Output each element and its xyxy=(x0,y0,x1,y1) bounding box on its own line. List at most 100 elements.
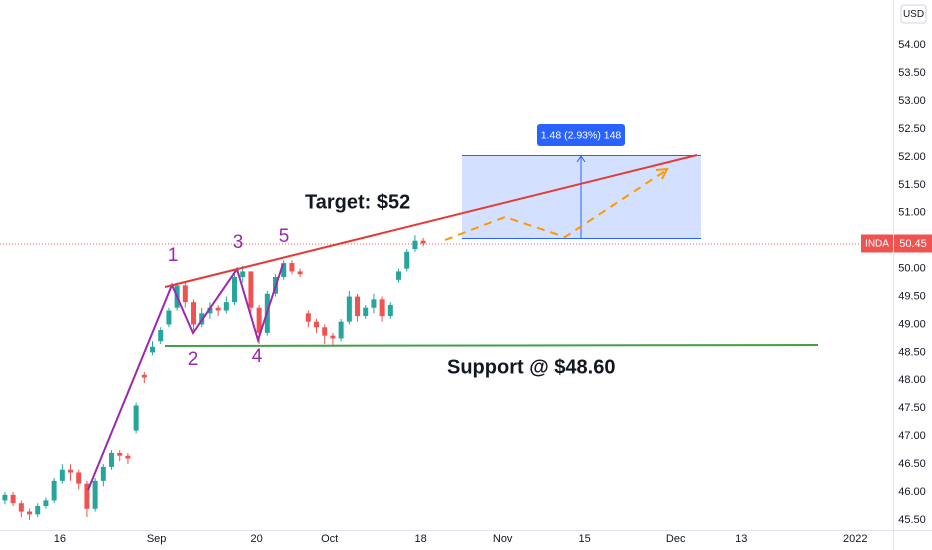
wave-label: 1 xyxy=(168,245,179,266)
candle-body xyxy=(346,296,352,322)
candle-body xyxy=(281,263,287,278)
candle-body xyxy=(355,296,361,317)
x-tick-label: 16 xyxy=(54,533,66,545)
candle-body xyxy=(322,327,328,336)
y-tick-label: 53.00 xyxy=(898,95,926,107)
x-tick-label: Dec xyxy=(666,533,686,545)
wave-line xyxy=(87,263,284,491)
candle-body xyxy=(420,240,426,244)
candle-body xyxy=(371,299,377,308)
candle-body xyxy=(125,455,131,459)
y-tick-label: 47.00 xyxy=(898,430,926,442)
symbol-tag xyxy=(861,234,893,253)
candle-body xyxy=(51,480,57,501)
measure-arrowhead xyxy=(576,155,586,163)
candle-body xyxy=(289,263,295,272)
x-tick-label: Nov xyxy=(493,533,513,545)
x-tick-label: Oct xyxy=(321,533,338,545)
candle-body xyxy=(412,240,418,250)
candle-body xyxy=(182,285,188,303)
candle-body xyxy=(396,271,402,280)
wave-label: 2 xyxy=(188,349,199,370)
candle-body xyxy=(363,307,369,317)
x-tick-label: 13 xyxy=(735,533,747,545)
candle-body xyxy=(68,469,74,473)
y-tick-label: 46.00 xyxy=(898,486,926,498)
y-tick-label: 51.00 xyxy=(898,207,926,219)
candle-body xyxy=(330,335,336,339)
y-tick-label: 52.00 xyxy=(898,151,926,163)
candle-body xyxy=(92,480,98,509)
wave-label: 3 xyxy=(233,232,244,253)
candle-body xyxy=(232,277,238,303)
target-label: Target: $52 xyxy=(305,191,410,213)
candle-body xyxy=(338,321,344,339)
candle-body xyxy=(297,271,303,275)
y-tick-label: 53.50 xyxy=(898,67,926,79)
candle-body xyxy=(109,452,115,467)
candle-body xyxy=(141,374,147,378)
y-tick-label: 52.50 xyxy=(898,123,926,135)
y-tick-label: 54.00 xyxy=(898,39,926,51)
candle-body xyxy=(314,321,320,328)
x-tick-label: 15 xyxy=(579,533,591,545)
candle-body xyxy=(35,505,41,515)
candle-body xyxy=(166,310,172,325)
candle-body xyxy=(27,511,33,515)
y-tick-label: 45.50 xyxy=(898,514,926,526)
wave-label: 4 xyxy=(252,346,263,367)
y-tick-label: 50.00 xyxy=(898,263,926,275)
x-tick-label: 18 xyxy=(415,533,427,545)
candle-body xyxy=(117,452,123,456)
currency: USD xyxy=(903,9,924,20)
candle-body xyxy=(59,469,65,481)
candle-body xyxy=(248,271,254,308)
candle-body xyxy=(387,304,393,317)
axes: 45.50 46.00 46.50 47.00 47.50 48.00 48.50 49.00… xyxy=(54,39,932,545)
candle-body xyxy=(305,313,311,322)
support-label: Support @ $48.60 xyxy=(447,356,615,378)
candle-body xyxy=(84,483,90,509)
symbol-label: INDA xyxy=(865,239,889,250)
last-price-label: 50.45 xyxy=(899,238,927,250)
y-tick-label: 49.00 xyxy=(898,318,926,330)
candle-body xyxy=(207,307,213,314)
candle-body xyxy=(100,466,106,481)
wave-label: 5 xyxy=(279,226,290,247)
y-tick-label: 47.50 xyxy=(898,402,926,414)
measure-label-box xyxy=(537,124,625,146)
candle-body xyxy=(18,503,24,512)
candle-body xyxy=(43,500,49,506)
y-tick-label: 51.50 xyxy=(898,179,926,191)
support-line xyxy=(164,344,819,347)
measure-label: 1.48 (2.93%) 148 xyxy=(541,129,622,141)
candle-body xyxy=(240,271,246,278)
candle-body xyxy=(404,251,410,269)
y-tick-label: 48.00 xyxy=(898,374,926,386)
y-tick-label: 48.50 xyxy=(898,346,926,358)
candle-body xyxy=(215,307,221,311)
projection-arrowhead xyxy=(655,167,669,180)
candles xyxy=(2,235,426,520)
candle-body xyxy=(2,494,8,501)
currency-box[interactable] xyxy=(900,4,927,24)
candle-body xyxy=(133,405,139,431)
x-tick-label: Sep xyxy=(147,533,167,545)
candle-body xyxy=(191,302,197,325)
candle-body xyxy=(223,302,229,311)
candle-body xyxy=(76,472,82,484)
candle-body xyxy=(150,346,156,353)
candle-body xyxy=(10,494,16,504)
candle-body xyxy=(158,330,164,342)
candle-body xyxy=(256,307,262,333)
projection-path xyxy=(444,170,666,241)
last-price-tag xyxy=(894,234,932,253)
candle-body xyxy=(379,299,385,317)
x-tick-label: 2022 xyxy=(843,533,867,545)
y-tick-label: 49.50 xyxy=(898,290,926,302)
y-tick-label: 46.50 xyxy=(898,458,926,470)
x-tick-label: 20 xyxy=(251,533,263,545)
